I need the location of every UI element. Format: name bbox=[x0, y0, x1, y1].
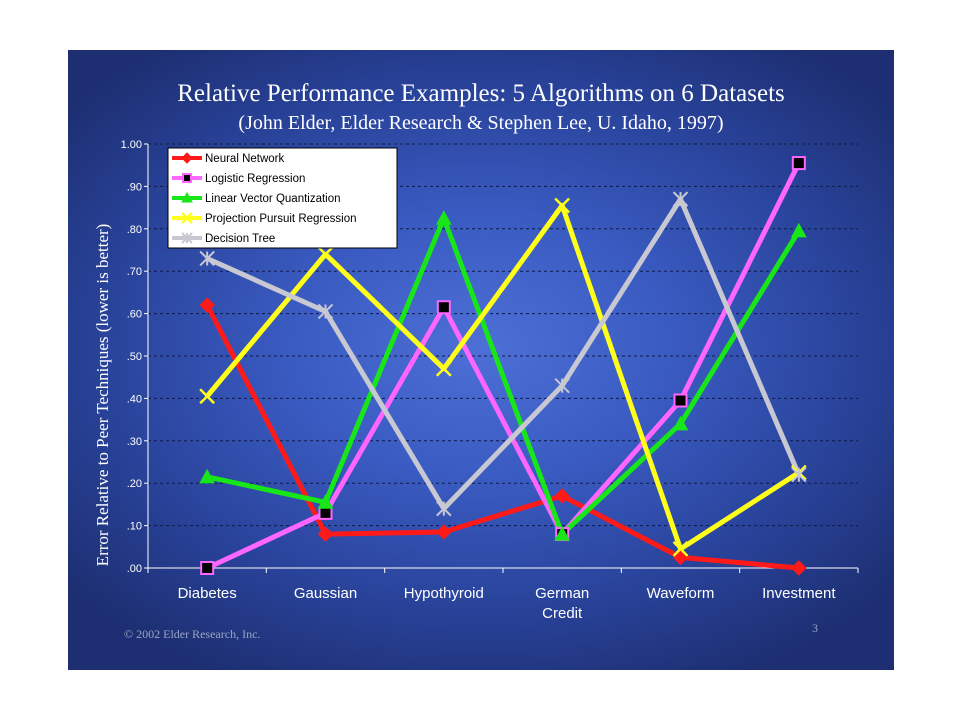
data-point-square bbox=[182, 173, 192, 183]
legend-label: Projection Pursuit Regression bbox=[205, 213, 357, 225]
y-tick-label: .80 bbox=[127, 224, 142, 236]
y-tick-label: .10 bbox=[127, 521, 142, 533]
data-point-x bbox=[554, 197, 571, 214]
y-tick-label: .20 bbox=[127, 478, 142, 490]
legend: Neural Network Logistic Regression Linear … bbox=[167, 147, 398, 249]
data-point-diamond bbox=[554, 488, 570, 504]
x-tick-label: Credit bbox=[542, 605, 583, 622]
data-point-x bbox=[435, 360, 452, 377]
y-tick-label: .40 bbox=[127, 393, 142, 405]
y-tick-label: .50 bbox=[127, 351, 142, 363]
data-point-square bbox=[200, 561, 215, 575]
x-tick-label: Diabetes bbox=[178, 585, 237, 602]
series-line bbox=[206, 215, 801, 537]
data-point-asterisk bbox=[199, 250, 215, 267]
data-point-diamond bbox=[436, 524, 452, 540]
x-tick-label: Investment bbox=[762, 585, 836, 602]
x-tick-label: Waveform bbox=[647, 585, 715, 602]
gridlines bbox=[148, 143, 858, 527]
series-lines bbox=[204, 161, 802, 571]
series-line bbox=[206, 161, 802, 571]
y-tick-label: 1.00 bbox=[121, 139, 142, 151]
x-tick-label: Gaussian bbox=[294, 585, 357, 602]
y-tick-label: .60 bbox=[127, 309, 142, 321]
legend-box bbox=[167, 147, 398, 249]
y-axis-label: Error Relative to Peer Techniques (lower… bbox=[93, 224, 112, 567]
x-tick-label: German bbox=[535, 585, 589, 602]
series-markers bbox=[199, 156, 807, 576]
legend-label: Linear Vector Quantization bbox=[205, 193, 341, 205]
data-point-asterisk bbox=[554, 377, 570, 394]
data-point-diamond bbox=[317, 526, 334, 542]
data-point-triangle bbox=[672, 415, 689, 431]
series-line bbox=[205, 202, 801, 552]
page-number: 3 bbox=[812, 621, 818, 635]
data-point-square bbox=[673, 393, 688, 408]
legend-label: Logistic Regression bbox=[205, 173, 305, 185]
y-tick-label: .90 bbox=[127, 181, 142, 193]
data-point-square bbox=[791, 156, 806, 171]
data-point-x bbox=[199, 388, 216, 405]
x-tick-label: Hypothyroid bbox=[404, 585, 484, 602]
legend-label: Neural Network bbox=[205, 153, 284, 165]
y-tick-label: .30 bbox=[127, 436, 142, 448]
data-point-triangle bbox=[790, 222, 807, 238]
slide-title: Relative Performance Examples: 5 Algorit… bbox=[177, 80, 785, 107]
data-point-diamond bbox=[199, 297, 215, 313]
slide-subtitle: (John Elder, Elder Research & Stephen Le… bbox=[238, 112, 724, 134]
data-point-triangle bbox=[435, 210, 452, 225]
data-point-square bbox=[436, 300, 451, 315]
data-point-asterisk bbox=[436, 500, 452, 517]
data-point-triangle bbox=[317, 494, 334, 509]
data-point-diamond bbox=[181, 152, 193, 164]
data-point-triangle bbox=[199, 468, 216, 484]
data-point-triangle bbox=[554, 526, 571, 541]
line-chart: .00 .10 .20 .30 .40 .50 .60 .70 .80 .90 1.00 Diabet… bbox=[93, 139, 859, 622]
data-point-asterisk bbox=[672, 191, 689, 207]
data-point-asterisk bbox=[181, 232, 193, 244]
y-tick-label: .70 bbox=[127, 266, 142, 278]
axes: .00 .10 .20 .30 .40 .50 .60 .70 .80 .90 1.00 Diabet… bbox=[121, 139, 859, 622]
slide-background: Relative Performance Examples: 5 Algorit… bbox=[68, 50, 894, 670]
y-tick-label: .00 bbox=[127, 563, 142, 575]
data-point-asterisk bbox=[791, 467, 807, 483]
data-point-asterisk bbox=[317, 303, 334, 320]
series-line bbox=[206, 196, 802, 512]
data-point-triangle bbox=[181, 191, 193, 203]
legend-label: Decision Tree bbox=[205, 233, 275, 245]
data-point-x bbox=[672, 541, 689, 557]
data-point-diamond bbox=[791, 560, 807, 576]
copyright-footer: © 2002 Elder Research, Inc. bbox=[124, 627, 261, 641]
data-point-x bbox=[181, 212, 193, 224]
data-point-x bbox=[317, 246, 334, 263]
